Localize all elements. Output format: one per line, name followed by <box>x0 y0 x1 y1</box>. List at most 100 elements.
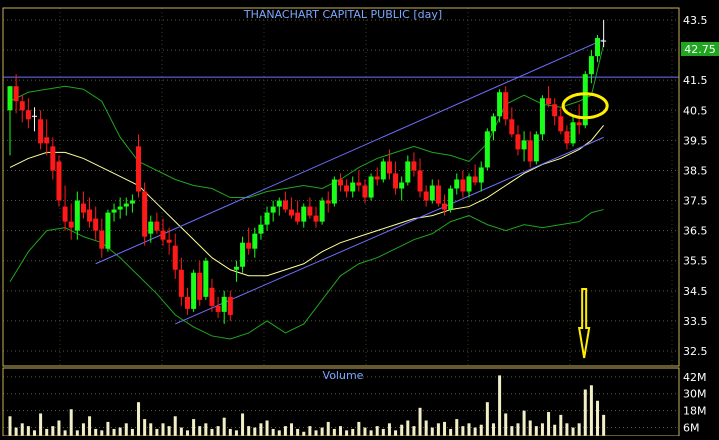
candle-body <box>264 212 270 225</box>
volume-bar <box>498 375 502 436</box>
volume-bar <box>39 413 43 436</box>
volume-bar <box>540 423 544 436</box>
volume-bar <box>228 428 232 436</box>
candle-body <box>478 167 484 183</box>
candle-body <box>56 161 62 201</box>
candle-body <box>38 119 44 144</box>
bollinger-lower-band <box>9 209 604 340</box>
volume-tick-label: 6M <box>683 422 700 435</box>
volume-bar <box>363 427 367 436</box>
price-tick-label: 41.5 <box>683 74 708 87</box>
volume-bar <box>418 407 422 436</box>
candle-body <box>417 170 423 192</box>
candle-body <box>307 206 313 216</box>
last-price-badge <box>681 42 719 56</box>
volume-bar <box>547 412 551 436</box>
volume-bar <box>283 426 287 436</box>
last-price-label: 42.75 <box>684 43 716 56</box>
candle-body <box>111 209 117 213</box>
candle-body <box>7 86 13 111</box>
price-tick-label: 43.5 <box>683 14 708 27</box>
volume-bar <box>406 420 410 436</box>
price-panel: 43.542.541.540.539.538.537.536.535.534.5… <box>3 8 708 366</box>
candle-body <box>154 221 160 231</box>
candle-body <box>50 146 56 171</box>
candle-body <box>380 161 386 180</box>
volume-bar <box>32 430 36 436</box>
volume-bar <box>179 427 183 436</box>
volume-bar <box>394 430 398 436</box>
volume-bar <box>522 410 526 436</box>
candle-body <box>546 98 552 105</box>
price-tick-label: 37.5 <box>683 195 708 208</box>
candle-body <box>301 206 307 222</box>
volume-bar <box>106 421 110 436</box>
price-tick-label: 32.5 <box>683 345 708 358</box>
volume-bar <box>100 430 104 436</box>
candle-body <box>588 56 594 75</box>
price-tick-label: 38.5 <box>683 164 708 177</box>
candle-body <box>435 185 441 204</box>
volume-bar <box>314 430 318 436</box>
candle-body <box>87 209 93 222</box>
candle-body <box>399 182 405 189</box>
volume-title: Volume <box>323 369 364 382</box>
candle-body <box>129 200 135 204</box>
candle-body <box>19 101 25 111</box>
channel-lower-line <box>175 136 604 325</box>
price-tick-label: 35.5 <box>683 255 708 268</box>
volume-bar <box>455 419 459 436</box>
volume-bar <box>185 430 189 436</box>
candle-body <box>184 296 190 309</box>
volume-bar <box>357 421 361 436</box>
volume-bar <box>88 416 92 436</box>
price-tick-label: 39.5 <box>683 134 708 147</box>
candle-body <box>105 212 111 249</box>
price-tick-label: 34.5 <box>683 285 708 298</box>
candle-body <box>233 266 239 270</box>
candle-body <box>203 260 209 297</box>
candle-body <box>252 233 258 249</box>
candle-body <box>74 200 80 231</box>
volume-bar <box>173 416 177 436</box>
candle-body <box>595 38 601 57</box>
volume-bar <box>302 431 306 436</box>
candle-body <box>527 140 533 162</box>
candle-body <box>313 215 319 222</box>
candle-body <box>227 296 233 315</box>
volume-bar <box>387 423 391 436</box>
volume-bar <box>296 428 300 436</box>
candle-body <box>533 134 539 162</box>
price-tick-label: 36.5 <box>683 225 708 238</box>
candle-body <box>240 242 246 267</box>
candle-body <box>68 221 74 228</box>
candle-body <box>172 245 178 270</box>
candle-body <box>460 179 466 192</box>
volume-bar <box>234 430 238 436</box>
volume-bar <box>198 426 202 436</box>
volume-bar <box>26 426 30 436</box>
volume-bar <box>14 427 18 436</box>
volume-bar <box>63 430 67 436</box>
candle-body <box>295 212 301 222</box>
candle-body <box>466 176 472 192</box>
volume-bar <box>332 428 336 436</box>
volume-bar <box>577 423 581 436</box>
candle-body <box>490 116 496 132</box>
candle-body <box>356 182 362 186</box>
volume-bar <box>504 413 508 436</box>
candle-body <box>178 269 184 297</box>
candle-body <box>515 134 521 150</box>
candle-body <box>582 74 588 126</box>
volume-bar <box>436 423 440 436</box>
volume-bar <box>338 426 342 436</box>
volume-bar <box>449 428 453 436</box>
volume-bar <box>271 428 275 436</box>
volume-bar <box>491 423 495 436</box>
candle-body <box>552 104 558 117</box>
volume-bar <box>430 427 434 436</box>
volume-bar <box>351 428 355 436</box>
volume-bar <box>479 424 483 436</box>
